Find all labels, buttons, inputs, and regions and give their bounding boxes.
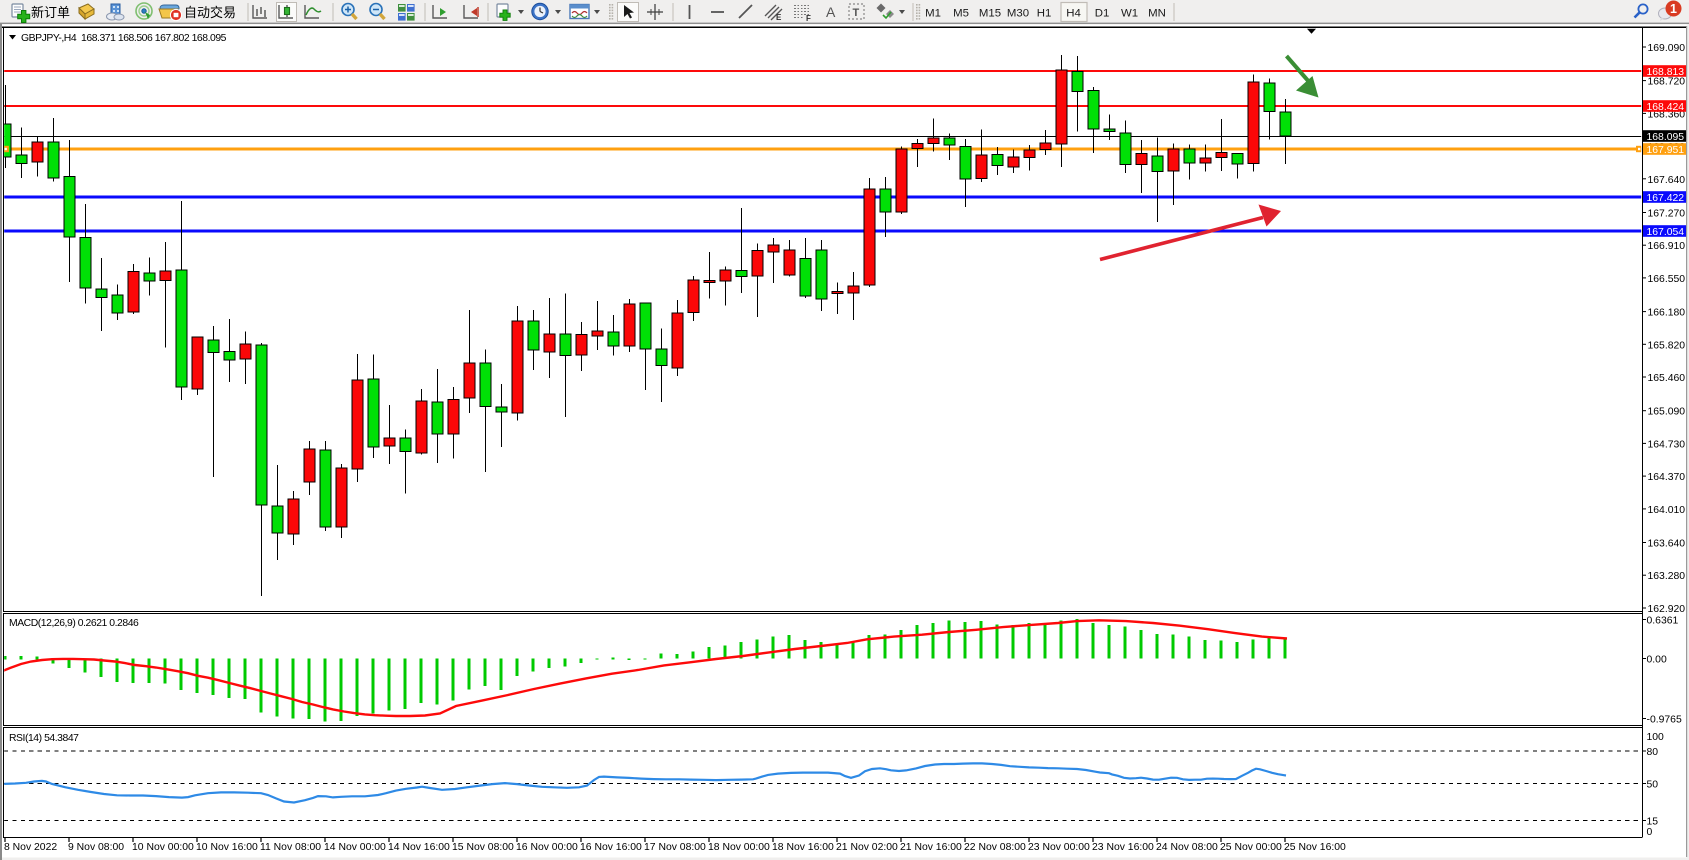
svg-text:17 Nov 08:00: 17 Nov 08:00 — [644, 842, 706, 853]
svg-text:163.640: 163.640 — [1648, 539, 1686, 550]
svg-text:M15: M15 — [979, 8, 1001, 20]
svg-text:24 Nov 08:00: 24 Nov 08:00 — [1156, 842, 1218, 853]
svg-text:-0.9765: -0.9765 — [1647, 715, 1682, 726]
svg-text:164.010: 164.010 — [1648, 505, 1686, 516]
svg-text:168.720: 168.720 — [1648, 77, 1686, 88]
svg-text:10 Nov 16:00: 10 Nov 16:00 — [196, 842, 258, 853]
svg-text:1: 1 — [1670, 2, 1677, 16]
svg-text:167.054: 167.054 — [1647, 227, 1685, 238]
svg-text:166.550: 166.550 — [1648, 274, 1686, 285]
svg-text:18 Nov 16:00: 18 Nov 16:00 — [772, 842, 834, 853]
svg-text:8 Nov 2022: 8 Nov 2022 — [4, 842, 57, 853]
svg-text:M1: M1 — [925, 8, 941, 20]
svg-text:165.090: 165.090 — [1648, 407, 1686, 418]
svg-text:167.270: 167.270 — [1648, 209, 1686, 220]
svg-text:25 Nov 16:00: 25 Nov 16:00 — [1284, 842, 1346, 853]
svg-text:23 Nov 00:00: 23 Nov 00:00 — [1028, 842, 1090, 853]
svg-text:11 Nov 08:00: 11 Nov 08:00 — [260, 842, 321, 853]
svg-text:168.095: 168.095 — [1647, 132, 1685, 143]
svg-text:163.280: 163.280 — [1648, 571, 1686, 582]
svg-text:F: F — [806, 14, 811, 23]
svg-text:168.424: 168.424 — [1647, 102, 1685, 113]
svg-text:164.730: 164.730 — [1648, 439, 1686, 450]
svg-text:W1: W1 — [1121, 8, 1138, 20]
svg-text:162.920: 162.920 — [1648, 604, 1686, 615]
svg-text:21 Nov 16:00: 21 Nov 16:00 — [900, 842, 962, 853]
svg-text:H1: H1 — [1037, 8, 1052, 20]
svg-text:M30: M30 — [1007, 8, 1029, 20]
svg-text:167.422: 167.422 — [1647, 193, 1685, 204]
svg-text:80: 80 — [1647, 747, 1659, 758]
svg-text:自动交易: 自动交易 — [184, 5, 236, 20]
svg-text:165.820: 165.820 — [1648, 340, 1686, 351]
svg-text:MN: MN — [1148, 8, 1166, 20]
svg-text:169.090: 169.090 — [1648, 43, 1686, 54]
svg-text:A: A — [826, 4, 836, 20]
svg-text:18 Nov 00:00: 18 Nov 00:00 — [708, 842, 770, 853]
svg-text:23 Nov 16:00: 23 Nov 16:00 — [1092, 842, 1154, 853]
svg-text:167.640: 167.640 — [1648, 175, 1686, 186]
svg-text:E: E — [776, 13, 782, 22]
svg-text:15 Nov 08:00: 15 Nov 08:00 — [452, 842, 514, 853]
svg-text:GBPJPY-,H4 168.371 168.506 16: GBPJPY-,H4 168.371 168.506 167.802 168.0… — [21, 33, 227, 44]
svg-text:10 Nov 00:00: 10 Nov 00:00 — [132, 842, 194, 853]
svg-text:168.813: 168.813 — [1647, 67, 1685, 78]
svg-text:9 Nov 08:00: 9 Nov 08:00 — [68, 842, 124, 853]
svg-text:H4: H4 — [1066, 8, 1081, 20]
svg-text:MACD(12,26,9) 0.2621 0.2846: MACD(12,26,9) 0.2621 0.2846 — [9, 618, 139, 629]
svg-text:166.910: 166.910 — [1648, 241, 1686, 252]
svg-text:100: 100 — [1647, 732, 1665, 743]
svg-text:M5: M5 — [953, 8, 969, 20]
svg-text:T: T — [853, 7, 860, 19]
svg-text:D1: D1 — [1095, 8, 1110, 20]
svg-text:50: 50 — [1647, 780, 1659, 791]
svg-text:0.00: 0.00 — [1647, 655, 1667, 666]
svg-text:0.6361: 0.6361 — [1647, 616, 1679, 627]
svg-text:22 Nov 08:00: 22 Nov 08:00 — [964, 842, 1026, 853]
svg-text:168.360: 168.360 — [1648, 109, 1686, 120]
svg-text:164.370: 164.370 — [1648, 472, 1686, 483]
svg-text:14 Nov 16:00: 14 Nov 16:00 — [388, 842, 450, 853]
svg-text:167.951: 167.951 — [1647, 145, 1685, 156]
svg-text:16 Nov 16:00: 16 Nov 16:00 — [580, 842, 642, 853]
svg-text:21 Nov 02:00: 21 Nov 02:00 — [836, 842, 898, 853]
svg-text:15: 15 — [1647, 817, 1659, 828]
svg-text:25 Nov 00:00: 25 Nov 00:00 — [1220, 842, 1282, 853]
svg-text:165.460: 165.460 — [1648, 373, 1686, 384]
svg-text:166.180: 166.180 — [1648, 308, 1686, 319]
svg-text:新订单: 新订单 — [31, 5, 70, 20]
svg-text:14 Nov 00:00: 14 Nov 00:00 — [324, 842, 386, 853]
svg-text:RSI(14) 54.3847: RSI(14) 54.3847 — [9, 733, 79, 744]
svg-text:0: 0 — [1647, 827, 1653, 838]
svg-text:16 Nov 00:00: 16 Nov 00:00 — [516, 842, 578, 853]
